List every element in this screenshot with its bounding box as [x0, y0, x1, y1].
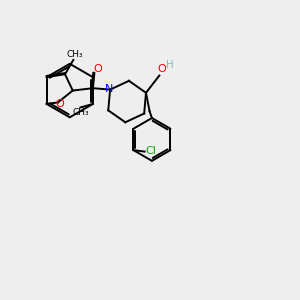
Text: O: O [157, 64, 166, 74]
Text: O: O [55, 99, 64, 109]
Text: Cl: Cl [146, 146, 157, 156]
Text: CH₃: CH₃ [72, 108, 89, 117]
Text: O: O [94, 64, 102, 74]
Text: CH₃: CH₃ [67, 50, 83, 59]
Text: N: N [105, 84, 113, 94]
Text: H: H [166, 60, 174, 70]
